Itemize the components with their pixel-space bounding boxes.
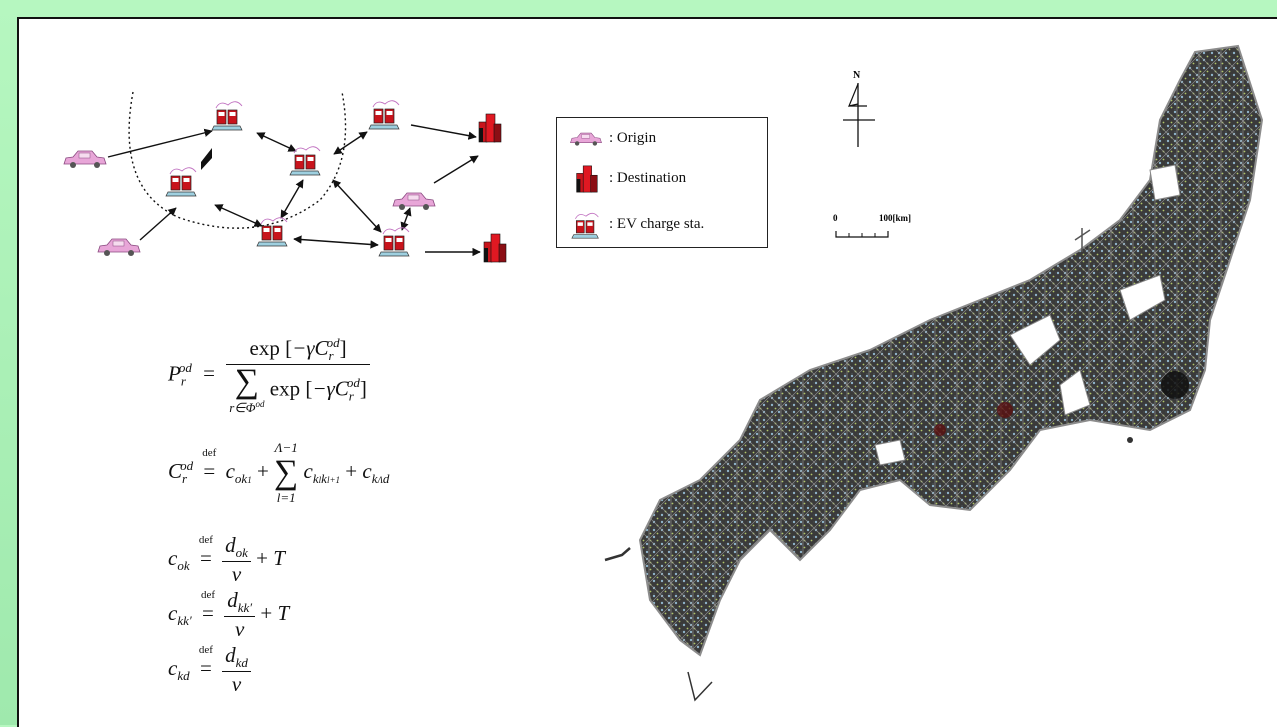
scale-end-label: 100[km]: [879, 213, 911, 223]
c-symbol: C: [168, 458, 183, 483]
formula-route-probability: Prod = exp [−γCrod] ∑ r∈Φod exp [−γCrod]: [168, 335, 370, 416]
probability-fraction: exp [−γCrod] ∑ r∈Φod exp [−γCrod]: [226, 335, 370, 416]
gamma-den: −γC: [312, 376, 349, 401]
def-4: def: [198, 643, 213, 656]
v-2: v: [235, 617, 245, 641]
formula-cost-ok: cok def = dok v + T: [168, 533, 285, 586]
exp-num: exp: [249, 336, 280, 360]
exp-den: exp: [269, 376, 301, 401]
p-sup: od: [178, 360, 192, 376]
d-ok: d: [225, 533, 236, 557]
sum-lower: l=1: [276, 490, 296, 505]
def-1: def: [202, 446, 217, 459]
p-sub: r: [180, 373, 186, 389]
legend-charge-label: : EV charge sta.: [609, 216, 705, 232]
v-1: v: [231, 562, 242, 586]
formula-route-cost: Crod def = cok1 + Λ−1 ∑ l=1 cklkl+1 + ckΛd: [168, 440, 390, 505]
legend-box: : Origin : Destination : EV charge sta.: [556, 117, 768, 248]
v-3: v: [231, 672, 242, 696]
legend-origin: : Origin: [557, 122, 767, 156]
def-3: def: [200, 588, 215, 601]
gamma-num: −γC: [292, 336, 329, 360]
t-2: T: [277, 600, 290, 625]
legend-charge-station: : EV charge sta.: [557, 208, 767, 242]
formula-cost-kd: ckd def = dkd v: [168, 643, 251, 697]
scale-start-label: 0: [833, 213, 838, 223]
formula-cost-kk: ckk′ def = dkk′ v + T: [168, 588, 290, 641]
p-symbol: P: [168, 361, 181, 386]
legend-destination: : Destination: [557, 162, 767, 196]
legend-destination-label: : Destination: [609, 170, 687, 186]
sum-upper: Λ−1: [274, 440, 298, 455]
def-2: def: [198, 533, 213, 546]
c-ok1: c: [225, 458, 235, 483]
c-ok: c: [168, 545, 178, 570]
legend-origin-label: : Origin: [609, 130, 657, 146]
compass-north-label: N: [853, 70, 861, 81]
t-1: T: [273, 545, 285, 570]
sum-index: r∈Φ: [229, 400, 256, 415]
